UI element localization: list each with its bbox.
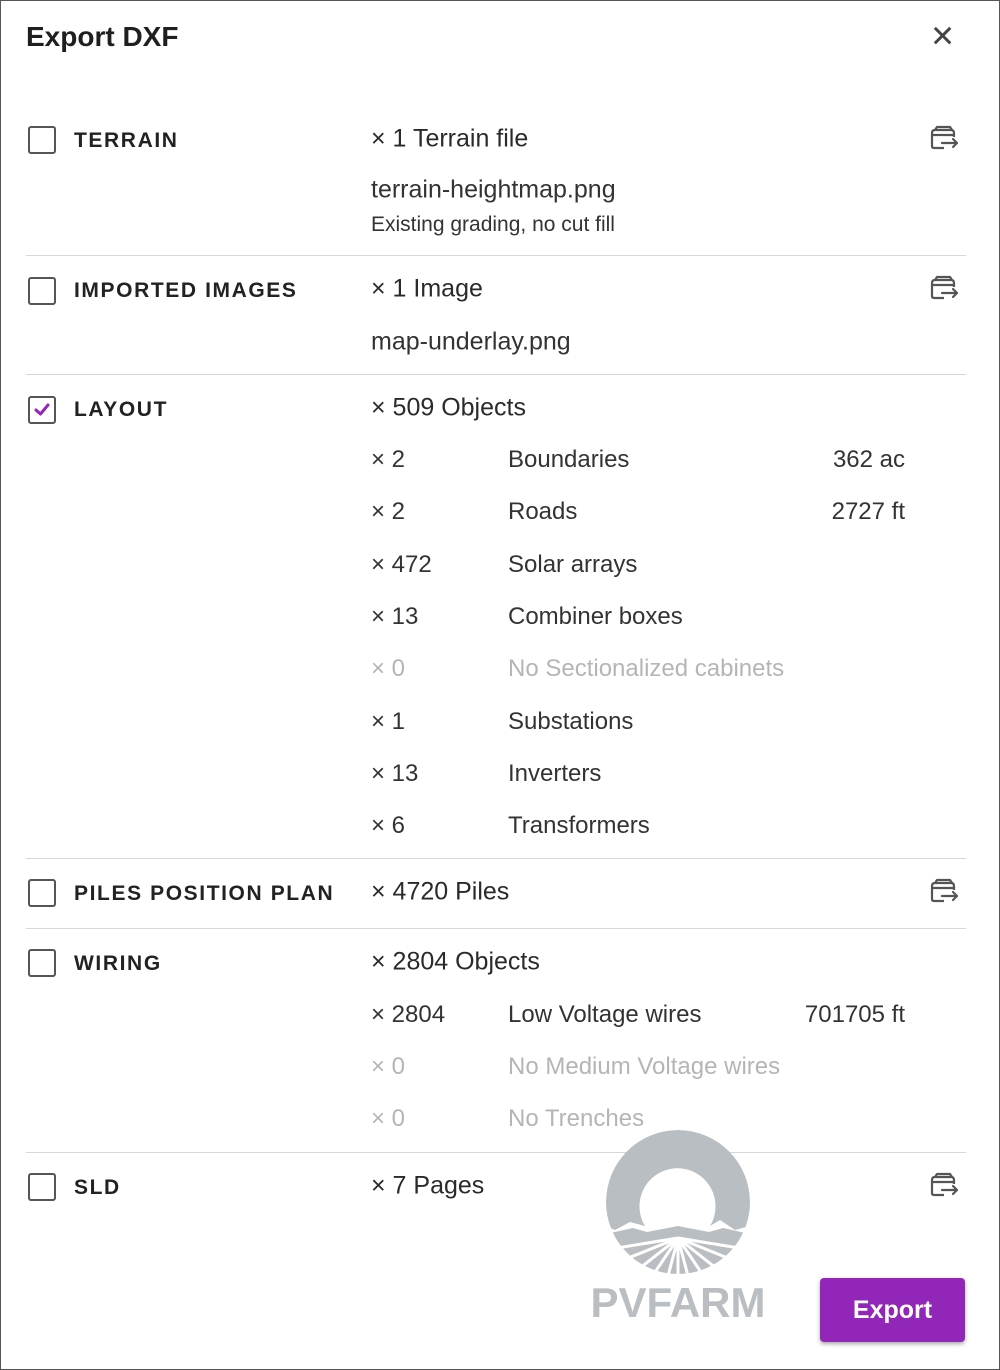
export-file-icon[interactable]: [928, 877, 960, 907]
checkmark-icon: [34, 403, 50, 416]
layout-label: LAYOUT: [74, 398, 168, 421]
item-count: × 2: [371, 446, 406, 473]
svg-text:PVFARM: PVFARM: [590, 1279, 765, 1325]
item-name: No Medium Voltage wires: [508, 1053, 781, 1080]
item-name: Low Voltage wires: [508, 1001, 702, 1028]
item-count: × 1: [371, 707, 406, 735]
item-count: × 2804: [371, 1001, 446, 1028]
item-value: 2727 ft: [831, 498, 905, 526]
sld-label: SLD: [74, 1176, 121, 1199]
item-count: × 0: [371, 1053, 406, 1080]
export-file-icon[interactable]: [928, 274, 960, 304]
terrain-label: TERRAIN: [74, 129, 179, 152]
images-count: × 1 Image: [371, 274, 483, 303]
divider: [26, 374, 966, 375]
close-icon[interactable]: ✕: [930, 20, 956, 54]
divider: [26, 858, 966, 859]
dialog-title: Export DXF: [26, 21, 179, 52]
piles-label: PILES POSITION PLAN: [74, 882, 335, 905]
divider: [26, 255, 966, 256]
item-value: 701705 ft: [804, 1001, 905, 1028]
export-file-icon[interactable]: [928, 1171, 960, 1201]
item-name: Solar arrays: [508, 550, 638, 578]
item-name: Roads: [508, 498, 578, 526]
item-value: 362 ac: [832, 446, 905, 473]
divider: [26, 928, 966, 929]
layout-count: × 509 Objects: [371, 393, 526, 422]
item-name: No Trenches: [508, 1105, 645, 1132]
terrain-file: terrain-heightmap.png: [371, 175, 616, 204]
item-count: × 6: [371, 812, 406, 840]
images-file: map-underlay.png: [371, 327, 571, 356]
item-name: Inverters: [508, 759, 602, 787]
item-count: × 0: [371, 655, 406, 683]
item-count: × 472: [371, 550, 432, 578]
terrain-checkbox[interactable]: [28, 126, 56, 154]
imported-images-label: IMPORTED IMAGES: [74, 279, 298, 302]
divider: [26, 1152, 966, 1153]
piles-checkbox[interactable]: [28, 879, 56, 907]
imported-images-checkbox[interactable]: [28, 277, 56, 305]
terrain-note: Existing grading, no cut fill: [371, 213, 615, 236]
export-file-icon[interactable]: [928, 124, 960, 154]
layout-checkbox[interactable]: [28, 396, 56, 424]
item-name: No Sectionalized cabinets: [508, 655, 785, 683]
item-name: Substations: [508, 707, 634, 735]
item-name: Combiner boxes: [508, 602, 683, 630]
wiring-checkbox[interactable]: [28, 949, 56, 977]
item-count: × 0: [371, 1105, 406, 1132]
item-count: × 13: [371, 759, 419, 787]
sld-checkbox[interactable]: [28, 1173, 56, 1201]
pvfarm-logo: PVFARM: [590, 1130, 766, 1325]
item-count: × 13: [371, 602, 419, 630]
item-name: Boundaries: [508, 446, 630, 473]
wiring-count: × 2804 Objects: [371, 947, 540, 976]
export-button[interactable]: Export: [820, 1278, 965, 1342]
sld-count: × 7 Pages: [371, 1171, 485, 1200]
wiring-label: WIRING: [74, 952, 162, 975]
item-name: Transformers: [508, 812, 650, 840]
item-count: × 2: [371, 498, 406, 526]
terrain-count: × 1 Terrain file: [371, 124, 529, 153]
piles-count: × 4720 Piles: [371, 877, 510, 906]
